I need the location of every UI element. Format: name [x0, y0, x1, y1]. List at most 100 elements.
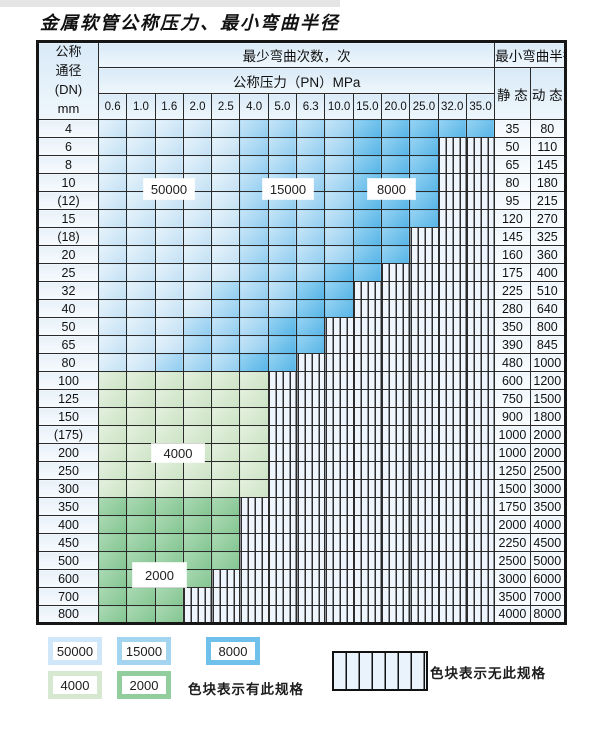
no-spec-cell — [437, 227, 467, 246]
dn-cell: 40 — [37, 299, 99, 318]
pressure-col-header: 4.0 — [239, 93, 269, 120]
dynamic-cell: 2500 — [529, 461, 567, 480]
no-spec-cell — [267, 533, 298, 552]
spec-band-cell — [409, 119, 439, 138]
legend-no-spec-text: 色块表示无此规格 — [430, 666, 546, 681]
spec-band-cell — [126, 497, 156, 516]
legend-swatch: 15000 — [117, 637, 171, 665]
spec-band-cell — [211, 227, 241, 246]
spec-band-cell — [154, 353, 184, 372]
spec-band-cell — [97, 461, 128, 480]
legend-value: 2000 — [122, 676, 166, 694]
no-spec-cell — [380, 371, 411, 390]
spec-band-cell — [239, 173, 269, 192]
no-spec-cell — [267, 479, 298, 498]
spec-band-cell — [211, 533, 241, 552]
no-spec-cell — [437, 173, 467, 192]
dn-cell: (12) — [37, 191, 99, 210]
static-cell: 80 — [494, 173, 531, 192]
no-spec-cell — [352, 443, 382, 462]
spec-band-cell — [97, 137, 128, 156]
no-spec-cell — [352, 533, 382, 552]
no-spec-cell — [437, 137, 467, 156]
dynamic-cell: 215 — [529, 191, 567, 210]
region-label: 2000 — [133, 563, 186, 587]
spec-band-cell — [182, 137, 213, 156]
no-spec-cell — [352, 461, 382, 480]
static-cell: 3000 — [494, 569, 531, 588]
static-cell: 1000 — [494, 425, 531, 444]
no-spec-cell — [437, 353, 467, 372]
dynamic-cell: 2000 — [529, 425, 567, 444]
no-spec-cell — [324, 461, 354, 480]
table-row: 80 480 1000 — [37, 353, 567, 372]
no-spec-cell — [296, 515, 326, 534]
spec-band-cell — [211, 443, 241, 462]
static-cell: 2500 — [494, 551, 531, 570]
no-spec-cell — [296, 425, 326, 444]
dynamic-cell: 270 — [529, 209, 567, 228]
table-row: 300 1500 3000 — [37, 479, 567, 498]
static-cell: 390 — [494, 335, 531, 354]
spec-band-cell — [97, 227, 128, 246]
static-cell: 600 — [494, 371, 531, 390]
spec-band-cell — [296, 299, 326, 318]
dn-cell: (18) — [37, 227, 99, 246]
spec-band-cell — [154, 119, 184, 138]
legend-value: 50000 — [53, 642, 97, 660]
spec-band-cell — [211, 389, 241, 408]
spec-band-cell — [97, 173, 128, 192]
spec-band-cell — [296, 263, 326, 282]
no-spec-cell — [352, 335, 382, 354]
dn-cell: 50 — [37, 317, 99, 336]
spec-band-cell — [97, 443, 128, 462]
no-spec-cell — [409, 569, 439, 588]
no-spec-cell — [324, 443, 354, 462]
no-spec-cell — [267, 569, 298, 588]
dynamic-cell: 80 — [529, 119, 567, 138]
pressure-col-header: 6.3 — [296, 93, 326, 120]
no-spec-cell — [409, 515, 439, 534]
no-spec-cell — [465, 137, 496, 156]
no-spec-cell — [465, 263, 496, 282]
spec-band-cell — [126, 281, 156, 300]
spec-band-cell — [211, 371, 241, 390]
dynamic-cell: 360 — [529, 245, 567, 264]
spec-band-cell — [182, 551, 213, 570]
table-row: 700 3500 7000 — [37, 587, 567, 606]
no-spec-cell — [437, 479, 467, 498]
no-spec-cell — [324, 605, 354, 624]
dn-header-line: mm — [57, 100, 80, 116]
page-title: 金属软管公称压力、最小弯曲半径 — [40, 13, 340, 33]
table-row: 450 2250 4500 — [37, 533, 567, 552]
table-row: (12) 95 215 — [37, 191, 567, 210]
pressure-col-header: 25.0 — [409, 93, 439, 120]
no-spec-cell — [465, 443, 496, 462]
dn-cell: 500 — [37, 551, 99, 570]
spec-band-cell — [97, 299, 128, 318]
spec-band-cell — [352, 263, 382, 282]
pressure-col-header: 35.0 — [465, 93, 496, 120]
no-spec-cell — [324, 479, 354, 498]
no-spec-cell — [437, 389, 467, 408]
spec-band-cell — [154, 407, 184, 426]
table-row: 150 900 1800 — [37, 407, 567, 426]
dynamic-cell: 180 — [529, 173, 567, 192]
dynamic-cell: 1000 — [529, 353, 567, 372]
spec-band-cell — [97, 191, 128, 210]
spec-band-cell — [126, 119, 156, 138]
spec-band-cell — [352, 209, 382, 228]
no-spec-cell — [409, 443, 439, 462]
no-spec-cell — [380, 479, 411, 498]
table-row: 32 225 510 — [37, 281, 567, 300]
spec-band-cell — [126, 407, 156, 426]
spec-band-cell — [267, 317, 298, 336]
no-spec-cell — [296, 533, 326, 552]
no-spec-cell — [465, 281, 496, 300]
no-spec-cell — [296, 461, 326, 480]
no-spec-cell — [352, 389, 382, 408]
spec-band-cell — [352, 119, 382, 138]
dynamic-cell: 845 — [529, 335, 567, 354]
spec-band-cell — [154, 245, 184, 264]
spec-band-cell — [97, 245, 128, 264]
